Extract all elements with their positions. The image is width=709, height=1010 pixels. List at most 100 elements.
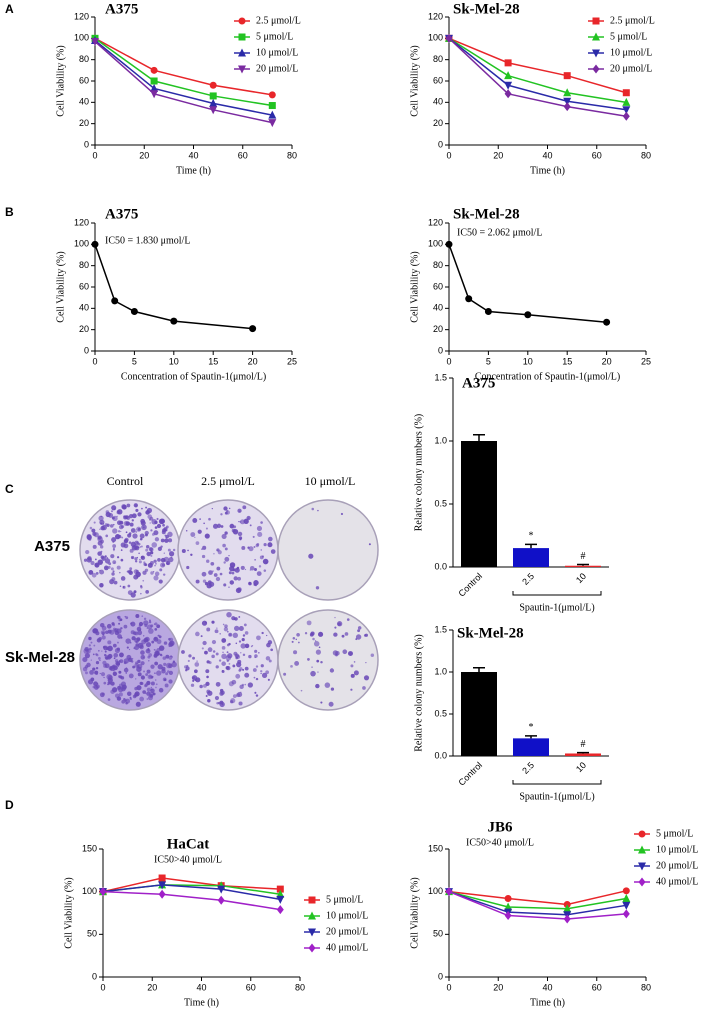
colony: [134, 645, 140, 651]
y-tick-label: 40: [433, 303, 443, 313]
colony: [242, 653, 246, 657]
colony: [135, 614, 140, 619]
legend-label: 5 μmol/L: [656, 828, 693, 839]
colony: [268, 659, 272, 663]
y-tick-label: 40: [79, 97, 89, 107]
colony: [105, 534, 109, 538]
colony: [136, 664, 139, 668]
colony: [220, 513, 223, 516]
marker: [158, 881, 167, 890]
colony: [219, 633, 221, 635]
colony: [146, 698, 148, 700]
colony: [163, 662, 167, 667]
colony: [113, 629, 117, 633]
colony: [143, 670, 145, 673]
colony: [318, 631, 324, 637]
colony: [270, 549, 276, 554]
colony: [315, 649, 322, 655]
y-tick-label: 0.0: [434, 561, 447, 571]
colony: [157, 546, 162, 551]
colony: [117, 510, 120, 513]
colony: [113, 669, 115, 672]
colony: [317, 671, 319, 673]
colony: [353, 670, 359, 676]
colony: [155, 686, 157, 689]
column-header: 10 μmol/L: [305, 474, 356, 488]
colony: [136, 626, 142, 632]
colony: [143, 620, 149, 626]
colony: [206, 559, 210, 563]
colony: [190, 553, 193, 556]
y-tick-label: 80: [433, 260, 443, 270]
colony: [144, 530, 149, 536]
colony: [221, 646, 226, 650]
y-tick-label: 50: [87, 929, 97, 939]
colony: [104, 558, 111, 564]
legend-label: 20 μmol/L: [656, 860, 698, 871]
colony: [186, 664, 189, 667]
colony: [105, 630, 109, 635]
colony: [226, 630, 229, 633]
colony: [111, 572, 115, 576]
marker: [504, 911, 512, 921]
colony: [340, 512, 344, 516]
colony: [94, 558, 97, 561]
colony: [294, 661, 300, 666]
marker: [563, 97, 572, 106]
colony: [82, 657, 88, 663]
colony: [368, 543, 371, 546]
colony: [165, 534, 169, 539]
series-line: [448, 244, 607, 323]
colony: [261, 672, 268, 679]
marker: [504, 59, 512, 67]
colony: [233, 617, 236, 621]
colony: [260, 664, 264, 668]
colony: [153, 623, 156, 625]
colony: [248, 654, 252, 659]
error-bar: [525, 735, 537, 739]
panel-label: A: [5, 2, 14, 16]
x-tick-label: 10: [523, 356, 533, 366]
series-line: [102, 877, 281, 893]
colony: [218, 659, 222, 662]
colony: [155, 679, 157, 681]
y-tick-label: 40: [433, 97, 443, 107]
colony: [266, 634, 268, 637]
colony: [181, 549, 186, 554]
colony: [106, 557, 109, 559]
colony: [140, 545, 143, 548]
colony: [125, 531, 128, 534]
legend-marker: [238, 48, 246, 57]
colony: [154, 672, 156, 675]
colony: [203, 522, 205, 525]
x-tick-label: 2.5: [520, 760, 536, 776]
colony: [238, 701, 243, 706]
x-tick-label: 0: [92, 150, 97, 160]
colony: [230, 698, 236, 704]
colony: [211, 639, 217, 645]
x-tick-label: 0: [446, 150, 451, 160]
colony: [146, 669, 151, 674]
colony: [144, 683, 149, 687]
colony: [140, 592, 142, 595]
colony: [248, 581, 252, 586]
colony: [213, 553, 215, 555]
colony: [158, 687, 164, 693]
colony: [128, 541, 132, 544]
y-tick-label: 80: [433, 54, 443, 64]
colony: [261, 631, 264, 635]
colony: [163, 556, 170, 563]
marker: [622, 901, 631, 910]
colony: [148, 628, 154, 634]
colony: [109, 579, 115, 585]
colony: [87, 679, 94, 685]
colony: [138, 621, 144, 627]
colony: [228, 571, 232, 575]
y-tick-label: 150: [82, 843, 97, 853]
error-bar: [473, 667, 485, 672]
annotation: IC50 = 1.830 μmol/L: [105, 235, 190, 246]
colony: [263, 543, 267, 547]
colony: [216, 566, 221, 571]
colony: [247, 682, 254, 688]
colony: [84, 653, 91, 659]
